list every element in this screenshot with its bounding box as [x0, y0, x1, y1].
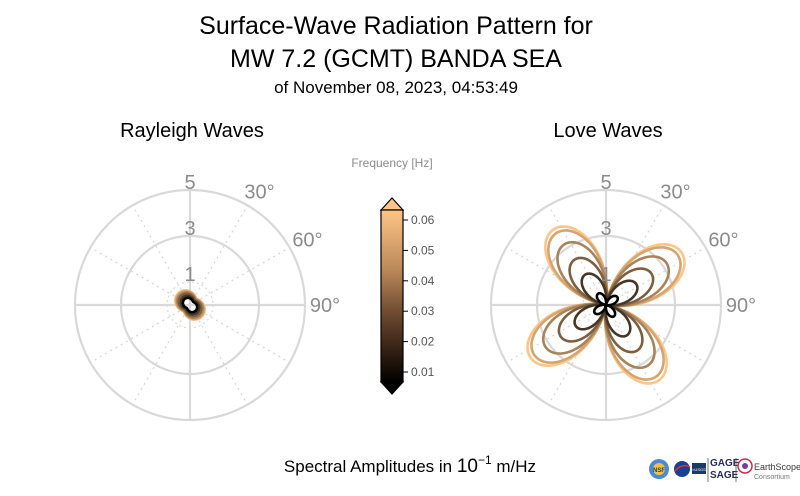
rayleigh-theta-tick-label: 60°: [292, 230, 322, 252]
rayleigh-title: Rayleigh Waves: [120, 120, 264, 142]
rayleigh-r-tick-label: 5: [184, 172, 195, 194]
rayleigh-radial-240: [90, 304, 191, 364]
love-r-tick-label: 1: [600, 264, 611, 286]
love-series-f0.01: [592, 291, 620, 319]
love-radial-330: [547, 205, 607, 306]
svg-text:EarthScope: EarthScope: [754, 462, 800, 472]
chart-subtitle: of November 08, 2023, 04:53:49: [274, 78, 518, 97]
rayleigh-radial-300: [90, 246, 191, 306]
love-series-f0.02: [573, 272, 639, 338]
colorbar-bottom-arrow: [379, 381, 405, 395]
chart-title-line2: MW 7.2 (GCMT) BANDA SEA: [230, 45, 562, 73]
love-title: Love Waves: [553, 120, 662, 142]
rayleigh-polar-plot: 1 3 5 30° 60° 90°: [73, 172, 340, 422]
logos: NSF ≈USGS GAGE SAGE EarthScope Consortiu…: [649, 458, 800, 482]
rayleigh-radial-120: [189, 304, 290, 364]
rayleigh-radial-210: [131, 304, 191, 405]
usgs-logo: ≈USGS: [692, 463, 706, 474]
rayleigh-series-f0.01: [181, 296, 199, 314]
colorbar-ticks: 0.06 0.05 0.04 0.03 0.02 0.01: [403, 213, 435, 379]
colorbar-top-arrow: [379, 197, 405, 211]
rayleigh-radial-60: [189, 246, 290, 306]
colorbar-tick-label: 0.03: [411, 304, 435, 318]
love-polar-plot: 1 3 5 30° 60° 90°: [489, 172, 756, 422]
rayleigh-r-tick-label: 3: [184, 218, 195, 240]
rayleigh-radial-30: [189, 205, 249, 306]
colorbar-tick-label: 0.02: [411, 335, 435, 349]
svg-text:NSF: NSF: [653, 468, 665, 474]
earthscope-logo: EarthScope Consortium: [737, 458, 800, 481]
colorbar-tick-label: 0.04: [411, 274, 435, 288]
love-radial-240: [506, 304, 607, 364]
svg-text:≈USGS: ≈USGS: [692, 467, 706, 472]
colorbar-tick-label: 0.05: [411, 243, 435, 257]
rayleigh-radial-150: [189, 304, 249, 405]
svg-text:Consortium: Consortium: [754, 474, 790, 481]
colorbar-label: Frequency [Hz]: [351, 156, 432, 170]
svg-text:SAGE: SAGE: [710, 470, 739, 481]
love-theta-tick-label: 60°: [708, 230, 738, 252]
colorbar-tick-label: 0.01: [411, 365, 435, 379]
nsf-logo: NSF: [649, 459, 669, 479]
love-radial-60: [605, 246, 706, 306]
rayleigh-theta-tick-label: 90°: [310, 295, 340, 317]
chart-title-line1: Surface-Wave Radiation Pattern for: [199, 12, 593, 40]
rayleigh-radial-330: [131, 205, 191, 306]
rayleigh-theta-tick-label: 30°: [244, 182, 274, 204]
nasa-logo: [674, 461, 691, 477]
colorbar-tick-label: 0.06: [411, 213, 435, 227]
footer-label: Spectral Amplitudes in 10−1 m/Hz: [284, 453, 536, 477]
colorbar: [379, 197, 405, 395]
love-r-tick-label: 5: [600, 172, 611, 194]
love-theta-tick-label: 90°: [726, 295, 756, 317]
colorbar-gradient: [380, 209, 404, 383]
love-theta-tick-label: 30°: [660, 182, 690, 204]
rayleigh-r-tick-label: 1: [184, 264, 195, 286]
love-radial-150: [605, 304, 665, 405]
gage-sage-logo: GAGE SAGE: [710, 458, 740, 481]
svg-text:GAGE: GAGE: [710, 458, 740, 469]
love-r-tick-label: 3: [600, 218, 611, 240]
